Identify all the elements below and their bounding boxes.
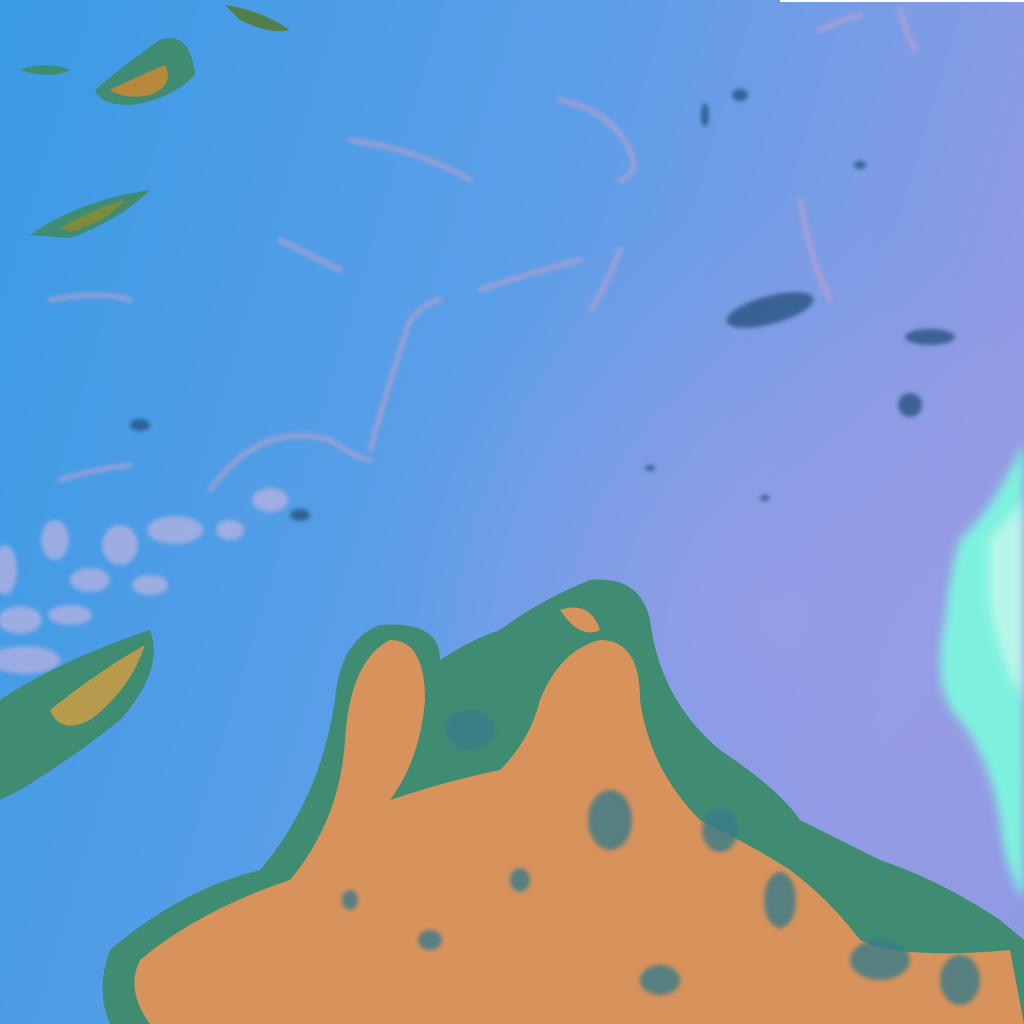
image-edge-strip — [780, 0, 1024, 2]
islands-top-left — [20, 5, 290, 238]
cloud-puffs — [0, 488, 288, 674]
land-mass — [102, 579, 1024, 1024]
dark-speckles — [130, 89, 955, 521]
island-left — [0, 630, 154, 800]
cloud-bank-right — [940, 440, 1024, 900]
thin-clouds — [47, 7, 918, 493]
